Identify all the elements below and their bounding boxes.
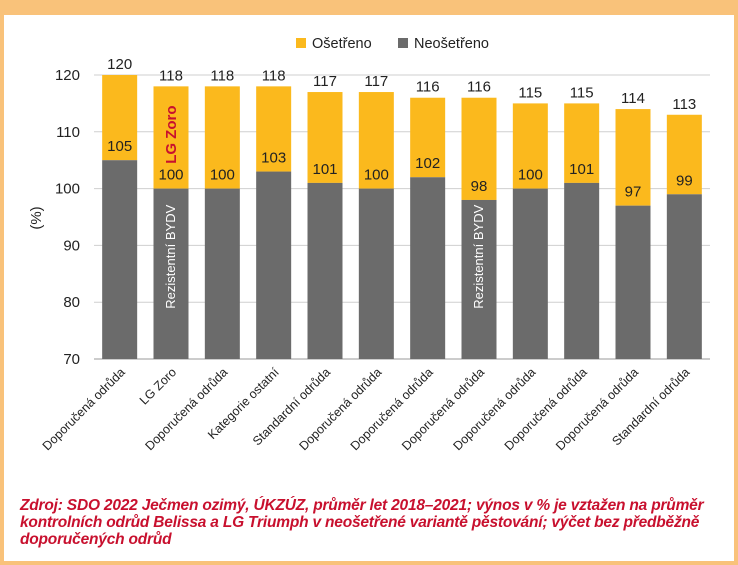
bar-untreated xyxy=(204,188,240,359)
bar-treated xyxy=(358,92,394,189)
bar-untreated xyxy=(153,188,189,359)
y-tick-label: 70 xyxy=(63,351,80,368)
legend-swatch xyxy=(296,38,306,48)
bar-untreated xyxy=(256,171,292,359)
bar-treated xyxy=(256,86,292,172)
data-label-untreated: 100 xyxy=(364,167,389,184)
bar-treated xyxy=(204,86,240,189)
annotation-lg-zoro: LG Zoro xyxy=(163,105,180,163)
bar-untreated xyxy=(102,160,138,359)
x-tick-label: Doporučená odrůda xyxy=(40,365,128,453)
bar-treated xyxy=(153,86,189,189)
annotation-rezistentni-bydv: Rezistentní BYDV xyxy=(471,204,486,308)
bar-treated xyxy=(307,92,343,183)
data-label-treated: 113 xyxy=(672,96,696,113)
bar-treated xyxy=(461,97,497,200)
y-axis-label: (%) xyxy=(28,206,45,229)
data-label-treated: 117 xyxy=(313,73,337,90)
bar-untreated xyxy=(410,177,446,359)
data-label-treated: 114 xyxy=(621,90,645,107)
frame-top-band xyxy=(0,0,738,15)
bar-untreated xyxy=(358,188,394,359)
data-label-treated: 117 xyxy=(364,73,388,90)
data-label-treated: 118 xyxy=(159,67,183,84)
bar-treated xyxy=(102,75,138,161)
source-caption: Zdroj: SDO 2022 Ječmen ozimý, ÚKZÚZ, prů… xyxy=(20,497,704,548)
bar-treated xyxy=(410,97,446,178)
y-tick-label: 120 xyxy=(55,67,80,84)
data-label-untreated: 100 xyxy=(210,167,235,184)
legend-label: Ošetřeno xyxy=(312,36,372,52)
bar-untreated xyxy=(307,182,343,359)
data-label-untreated: 98 xyxy=(471,178,488,195)
data-label-untreated: 100 xyxy=(158,167,183,184)
x-tick-label: LG Zoro xyxy=(137,365,179,407)
data-label-untreated: 99 xyxy=(676,172,693,189)
data-label-treated: 116 xyxy=(467,79,491,96)
data-label-treated: 118 xyxy=(262,67,286,84)
y-tick-label: 90 xyxy=(63,237,80,254)
data-label-untreated: 100 xyxy=(518,167,543,184)
y-tick-label: 100 xyxy=(55,181,80,198)
data-label-untreated: 105 xyxy=(107,138,132,155)
data-label-untreated: 101 xyxy=(312,161,337,178)
data-label-untreated: 97 xyxy=(625,184,642,201)
data-label-untreated: 103 xyxy=(261,150,286,167)
data-label-treated: 118 xyxy=(210,67,234,84)
bar-treated xyxy=(564,103,600,183)
y-tick-label: 80 xyxy=(63,294,80,311)
bar-untreated xyxy=(666,194,702,359)
legend-label: Neošetřeno xyxy=(414,36,489,52)
bar-untreated xyxy=(615,205,651,359)
y-tick-label: 110 xyxy=(56,124,80,141)
data-label-treated: 115 xyxy=(570,84,594,101)
bar-untreated xyxy=(461,199,497,359)
data-label-treated: 115 xyxy=(518,84,542,101)
bar-untreated xyxy=(512,188,548,359)
bar-treated xyxy=(615,109,651,206)
bar-treated xyxy=(512,103,548,189)
stacked-bar-chart: 70 80 90 100 110 120 (%) 120 105 Doporučená odrůd… xyxy=(28,36,710,453)
annotation-rezistentni-bydv: Rezistentní BYDV xyxy=(163,204,178,308)
legend-swatch xyxy=(398,38,408,48)
data-label-untreated: 101 xyxy=(569,161,594,178)
data-label-treated: 116 xyxy=(416,79,440,96)
bar-treated xyxy=(666,114,702,195)
data-label-treated: 120 xyxy=(107,56,132,73)
data-label-untreated: 102 xyxy=(415,155,440,172)
bar-untreated xyxy=(564,182,600,359)
